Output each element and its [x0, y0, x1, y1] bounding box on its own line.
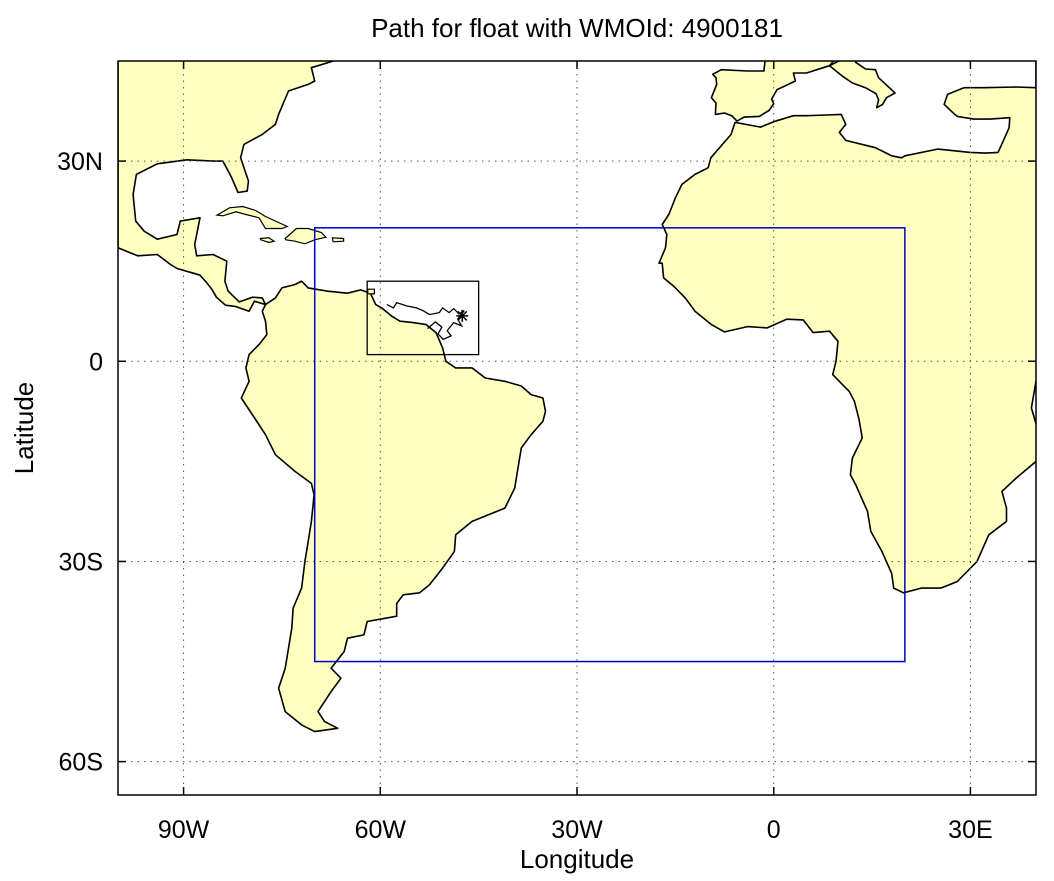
puerto-rico-island — [331, 237, 345, 243]
x-tick-label: 90W — [158, 816, 210, 844]
y-tick-label: 30N — [57, 148, 103, 176]
float-trajectory — [386, 301, 465, 341]
map-title: Path for float with WMOId: 4900181 — [371, 13, 783, 43]
x-tick-label: 30W — [551, 816, 603, 844]
y-tick-label: 60S — [59, 749, 103, 777]
graticule — [118, 61, 1036, 795]
africa-europe-landmass — [658, 61, 1036, 594]
x-tick-label: 30E — [948, 816, 992, 844]
float-track — [386, 301, 469, 341]
hispaniola-island — [284, 227, 328, 245]
y-axis-label: Latitude — [9, 382, 39, 475]
map-content — [118, 61, 1036, 795]
cuba-island — [215, 205, 289, 230]
landmasses — [118, 61, 1036, 733]
y-tick-label: 0 — [89, 348, 103, 376]
float-end-marker — [456, 309, 469, 322]
overlay-boxes — [313, 227, 906, 663]
jamaica-island — [259, 237, 276, 244]
central-america-landmass — [118, 61, 337, 313]
float-bounding-box — [366, 280, 480, 356]
region-box — [313, 227, 906, 663]
trinidad-island — [367, 288, 375, 295]
x-tick-label: 0 — [767, 816, 781, 844]
south-america-landmass — [240, 280, 547, 733]
axis-ticks: 90W 60W 30W 0 30E 30N 0 30S 60S — [57, 61, 1036, 844]
y-tick-label: 30S — [59, 548, 103, 576]
x-tick-label: 60W — [355, 816, 407, 844]
x-axis-label: Longitude — [520, 844, 634, 874]
